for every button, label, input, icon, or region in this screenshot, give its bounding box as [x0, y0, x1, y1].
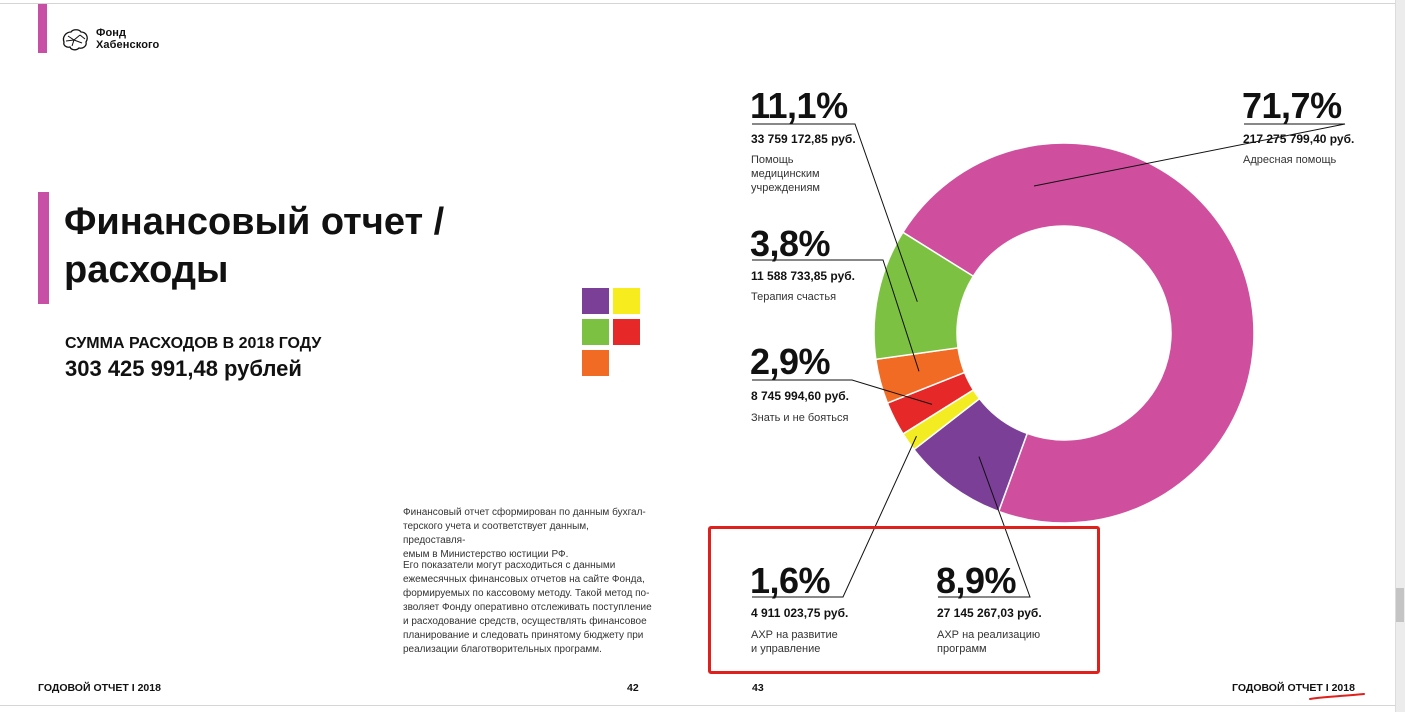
category-label-line: Знать и не бояться	[751, 412, 849, 424]
swatch-red	[613, 319, 640, 345]
amount-label-addr: 217 275 799,40 руб.	[1243, 132, 1355, 146]
leader-line-axr_prog	[938, 456, 1031, 598]
pct-label-axr-dev: 1,6%	[750, 560, 831, 601]
page-number-right: 43	[752, 682, 764, 694]
red-underline-mark	[1309, 693, 1365, 700]
pct-label-addr: 71,7%	[1242, 85, 1342, 126]
page-number-left: 42	[627, 682, 639, 694]
category-label-med: Помощь медицинским учреждениям	[751, 153, 820, 195]
note-line: и расходование средств, осуществлять фин…	[403, 616, 647, 627]
note-line: формируемых по кассовому методу. Такой м…	[403, 588, 650, 599]
note-paragraph-2: Его показатели могут расходиться с данны…	[403, 559, 653, 657]
note-line: емым в Министерство юстиции РФ.	[403, 549, 569, 560]
pct-label-axr-prog: 8,9%	[936, 560, 1017, 601]
note-line: реализации благотворительных программ.	[403, 644, 602, 655]
swatch-orange	[582, 350, 609, 376]
amount-label-axr-dev: 4 911 023,75 руб.	[751, 606, 849, 620]
title-accent-bar	[38, 192, 49, 304]
donut-slice-addr	[901, 142, 1255, 524]
category-label-line: Терапия счастья	[751, 291, 837, 303]
category-label-line: программ	[937, 643, 987, 655]
pct-label-znat: 2,9%	[750, 341, 831, 382]
category-label-line: учреждениям	[751, 182, 820, 194]
footer-right-title-a: ГОДОВОЙ ОТЧЕТ	[1232, 682, 1323, 694]
logo-text: Фонд Хабенского	[96, 27, 159, 51]
category-label-addr: Адресная помощь	[1243, 153, 1336, 167]
total-expenses-label: СУММА РАСХОДОВ В 2018 ГОДУ	[65, 335, 322, 352]
note-line: зволяет Фонду оперативно отслеживать пос…	[403, 602, 652, 613]
category-label-line: Адресная помощь	[1243, 154, 1337, 166]
brain-logo-icon	[62, 29, 88, 51]
note-line: Финансовый отчет сформирован по данным б…	[403, 507, 646, 518]
note-line: планирование и следовать принятому бюдже…	[403, 630, 644, 641]
page-title-line-1: Финансовый отчет /	[64, 201, 445, 243]
category-label-line: и управление	[751, 643, 821, 655]
vertical-scrollbar[interactable]	[1395, 0, 1405, 712]
highlight-box	[708, 526, 1100, 674]
leader-line-terapia	[752, 259, 920, 372]
logo-line-2: Хабенского	[96, 39, 160, 51]
category-label-axr-dev: АХР на развитие и управление	[751, 628, 838, 656]
pct-label-terapia: 3,8%	[750, 223, 831, 264]
scrollbar-thumb[interactable]	[1396, 588, 1404, 622]
page-title-line-2: расходы	[64, 249, 229, 291]
footer-right-title-b: I 2018	[1325, 682, 1355, 694]
category-label-terapia: Терапия счастья	[751, 290, 836, 304]
pct-label-med: 11,1%	[750, 85, 848, 126]
amount-label-med: 33 759 172,85 руб.	[751, 132, 856, 146]
category-label-znat: Знать и не бояться	[751, 411, 848, 425]
category-label-line: медицинским	[751, 168, 820, 180]
swatch-green	[582, 319, 609, 345]
note-line: терского учета и соответствует данным, п…	[403, 521, 589, 546]
leader-line-axr_dev	[752, 435, 917, 598]
note-line: Его показатели могут расходиться с данны…	[403, 560, 616, 571]
page-title: Финансовый отчет / расходы	[64, 198, 444, 294]
category-label-line: АХР на реализацию	[937, 629, 1041, 641]
footer-left-title: ГОДОВОЙ ОТЧЕТ I 2018	[38, 682, 161, 694]
footer-right-title: ГОДОВОЙ ОТЧЕТ I 2018	[1232, 682, 1355, 694]
swatch-yellow	[613, 288, 640, 314]
category-label-axr-prog: АХР на реализацию программ	[937, 628, 1040, 656]
leader-line-addr	[1033, 123, 1346, 187]
note-line: ежемесячных финансовых отчетов на сайте …	[403, 574, 645, 585]
swatch-purple	[582, 288, 609, 314]
leader-line-znat	[752, 379, 933, 405]
donut-slice-med	[873, 231, 975, 361]
total-expenses-value: 303 425 991,48 рублей	[65, 356, 302, 381]
amount-label-axr-prog: 27 145 267,03 руб.	[937, 606, 1042, 620]
top-divider	[0, 3, 1395, 4]
leader-line-med	[752, 123, 918, 302]
category-label-line: Помощь	[751, 154, 794, 166]
amount-label-znat: 8 745 994,60 руб.	[751, 389, 849, 403]
amount-label-terapia: 11 588 733,85 руб.	[751, 269, 856, 283]
note-paragraph-1: Финансовый отчет сформирован по данным б…	[403, 506, 653, 562]
category-label-line: АХР на развитие	[751, 629, 838, 641]
logo-line-1: Фонд	[96, 27, 127, 39]
logo-accent-bar	[38, 4, 47, 53]
bottom-divider	[0, 705, 1395, 706]
